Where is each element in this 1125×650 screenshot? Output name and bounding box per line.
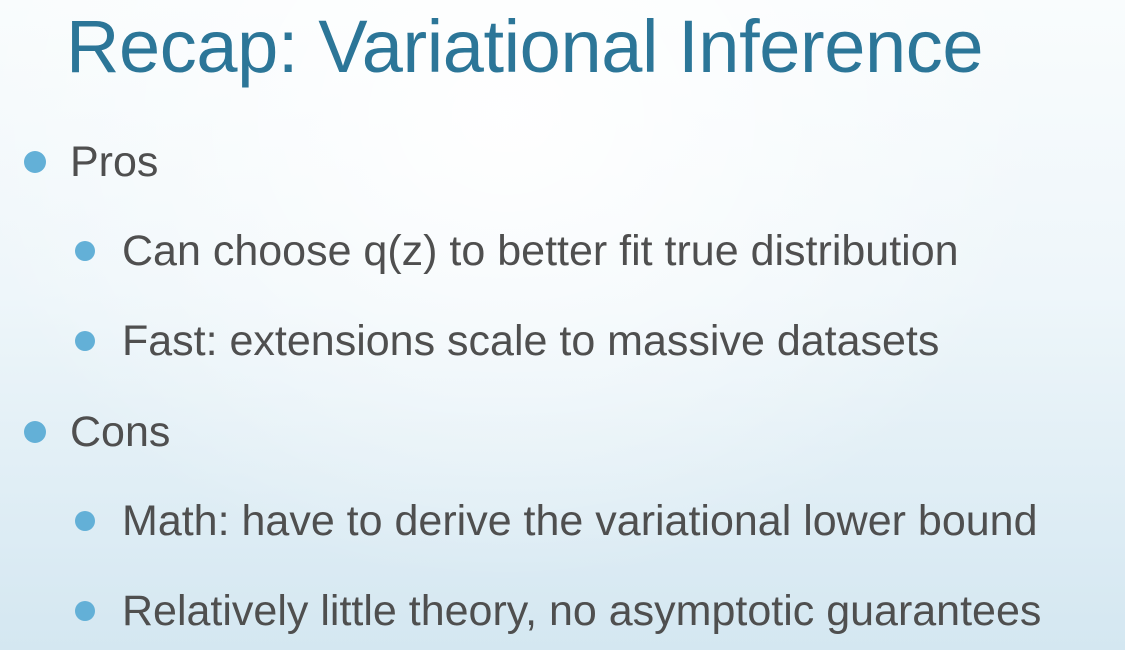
bullet-dot-icon — [75, 601, 95, 621]
bullet-pros: Pros — [24, 136, 158, 188]
bullet-cons: Cons — [24, 406, 170, 458]
slide-title: Recap: Variational Inference — [66, 5, 984, 88]
bullet-text-con-2: Relatively little theory, no asymptotic … — [122, 586, 1042, 635]
bullet-text-cons: Cons — [70, 407, 171, 456]
bullet-dot-icon — [75, 331, 95, 351]
bullet-text-con-1: Math: have to derive the variational low… — [122, 496, 1038, 545]
bullet-pro-item: Fast: extensions scale to massive datase… — [75, 315, 939, 367]
bullet-dot-icon — [75, 241, 95, 261]
bullet-dot-icon — [24, 151, 46, 173]
bullet-text-pro-1: Can choose q(z) to better fit true distr… — [122, 226, 959, 275]
bullet-pro-item: Can choose q(z) to better fit true distr… — [75, 225, 959, 277]
bullet-con-item: Math: have to derive the variational low… — [75, 495, 1038, 547]
bullet-dot-icon — [75, 511, 95, 531]
bullet-text-pro-2: Fast: extensions scale to massive datase… — [122, 316, 940, 365]
bullet-text-pros: Pros — [70, 137, 159, 186]
bullet-dot-icon — [24, 421, 46, 443]
bullet-con-item: Relatively little theory, no asymptotic … — [75, 585, 1041, 637]
